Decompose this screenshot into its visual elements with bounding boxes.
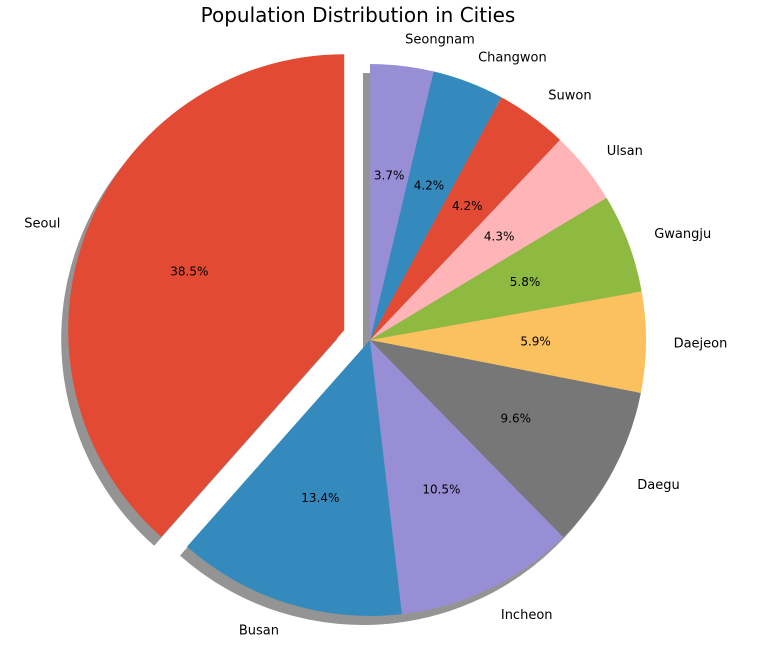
- pct-label-daejeon: 5.9%: [520, 334, 551, 348]
- pct-label-gwangju: 5.8%: [510, 275, 541, 289]
- pie-slice-suwon: [370, 97, 561, 340]
- pie-slice-changwon: [370, 71, 502, 341]
- slice-label-seoul: Seoul: [24, 217, 60, 232]
- pct-label-changwon: 4.2%: [414, 178, 445, 192]
- pct-label-seongnam: 3.7%: [374, 169, 405, 183]
- pct-label-busan: 13.4%: [301, 491, 339, 505]
- slice-label-incheon: Incheon: [501, 608, 553, 623]
- slice-label-daegu: Daegu: [637, 478, 679, 493]
- pct-label-seoul: 38.5%: [170, 264, 208, 278]
- slice-label-gwangju: Gwangju: [654, 227, 711, 242]
- pie-slice-ulsan: [370, 139, 607, 340]
- slice-label-changwon: Changwon: [478, 50, 547, 65]
- slice-label-seongnam: Seongnam: [405, 32, 475, 47]
- pie-slice-busan: [186, 340, 402, 616]
- pct-label-ulsan: 4.3%: [484, 229, 515, 243]
- slice-label-busan: Busan: [239, 624, 279, 639]
- pie-slice-incheon: [370, 340, 564, 615]
- slice-label-daejeon: Daejeon: [674, 336, 728, 351]
- pie-slice-gwangju: [370, 197, 642, 340]
- pie-slice-seongnam: [370, 64, 434, 340]
- pie-slice-daejeon: [370, 291, 646, 393]
- chart-title: Population Distribution in Cities: [201, 3, 516, 27]
- slice-label-ulsan: Ulsan: [607, 144, 643, 159]
- slice-labels: Seoul 38.5% Busan 13.4% Incheon 10.5% Daegu 9.6…: [24, 32, 727, 638]
- pct-label-incheon: 10.5%: [422, 482, 460, 496]
- slice-label-suwon: Suwon: [548, 88, 591, 103]
- pie-slices: [68, 54, 646, 616]
- pie-slice-daegu: [370, 340, 641, 538]
- pie-slice-seoul: [68, 54, 345, 537]
- pct-label-suwon: 4.2%: [452, 199, 483, 213]
- pct-label-daegu: 9.6%: [501, 412, 532, 426]
